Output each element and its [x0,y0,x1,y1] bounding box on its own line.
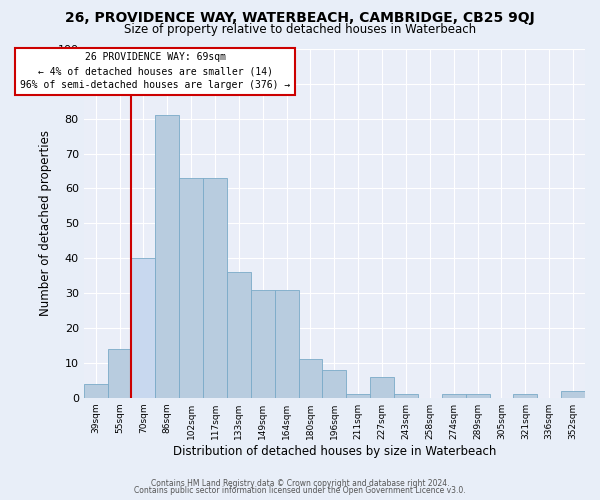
Bar [394,394,418,398]
Text: 26, PROVIDENCE WAY, WATERBEACH, CAMBRIDGE, CB25 9QJ: 26, PROVIDENCE WAY, WATERBEACH, CAMBRIDG… [65,11,535,25]
Bar [179,178,203,398]
Bar [442,394,466,398]
X-axis label: Distribution of detached houses by size in Waterbeach: Distribution of detached houses by size … [173,444,496,458]
Text: 26 PROVIDENCE WAY: 69sqm
← 4% of detached houses are smaller (14)
96% of semi-de: 26 PROVIDENCE WAY: 69sqm ← 4% of detache… [20,52,290,90]
Bar [466,394,490,398]
Bar [227,272,251,398]
Bar [203,178,227,398]
Bar [155,116,179,398]
Bar [514,394,537,398]
Bar [346,394,370,398]
Bar [561,390,585,398]
Bar [107,349,131,398]
Text: Contains public sector information licensed under the Open Government Licence v3: Contains public sector information licen… [134,486,466,495]
Bar [299,360,322,398]
Bar [322,370,346,398]
Text: Contains HM Land Registry data © Crown copyright and database right 2024.: Contains HM Land Registry data © Crown c… [151,478,449,488]
Bar [251,290,275,398]
Text: Size of property relative to detached houses in Waterbeach: Size of property relative to detached ho… [124,22,476,36]
Y-axis label: Number of detached properties: Number of detached properties [39,130,52,316]
Bar [83,384,107,398]
Bar [131,258,155,398]
Bar [275,290,299,398]
Bar [370,377,394,398]
